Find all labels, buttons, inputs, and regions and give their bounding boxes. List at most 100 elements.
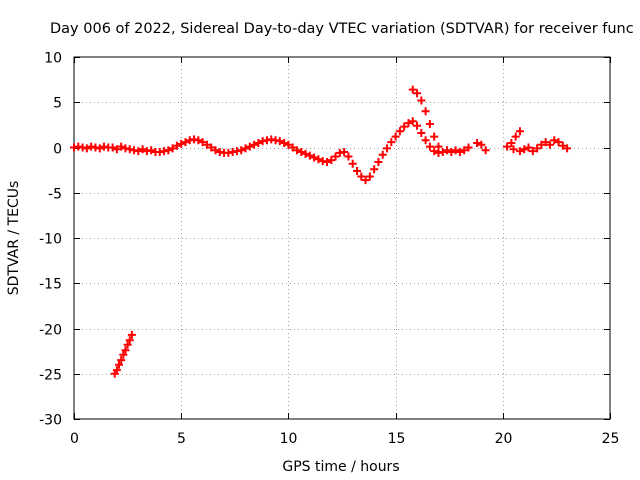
- y-tick-label: -15: [39, 277, 62, 293]
- data-point: [138, 145, 147, 154]
- data-point: [117, 142, 126, 151]
- data-point: [288, 143, 297, 152]
- data-point: [322, 157, 331, 166]
- data-point: [404, 119, 413, 128]
- data-point: [172, 141, 181, 150]
- data-point: [473, 138, 482, 147]
- data-point: [241, 144, 250, 153]
- y-tick-label: -10: [39, 232, 62, 248]
- data-point: [408, 117, 417, 126]
- x-tick-label: 15: [388, 431, 406, 447]
- data-point: [563, 144, 572, 153]
- data-point: [503, 142, 512, 151]
- data-point: [378, 150, 387, 159]
- y-axis-label: SDTVAR / TECUs: [6, 181, 22, 296]
- y-tick-label: 0: [53, 142, 62, 158]
- data-point: [554, 138, 563, 147]
- data-point: [117, 356, 126, 365]
- data-point: [127, 330, 136, 339]
- data-point: [515, 147, 524, 156]
- data-point: [430, 132, 439, 141]
- data-point: [301, 149, 310, 158]
- data-point: [82, 144, 91, 153]
- data-point: [194, 136, 203, 145]
- data-point: [425, 142, 434, 151]
- data-point: [395, 127, 404, 136]
- data-point: [202, 140, 211, 149]
- data-point: [421, 136, 430, 145]
- data-point: [413, 121, 422, 130]
- data-point: [408, 85, 417, 94]
- data-point: [168, 144, 177, 153]
- data-point: [545, 140, 554, 149]
- data-point: [211, 146, 220, 155]
- data-point: [123, 340, 132, 349]
- x-tick-label: 5: [177, 431, 186, 447]
- data-point: [413, 89, 422, 98]
- data-point: [447, 148, 456, 157]
- data-point: [520, 145, 529, 154]
- data-point: [460, 146, 469, 155]
- data-point: [245, 142, 254, 151]
- data-point: [511, 132, 520, 141]
- data-points: [70, 85, 572, 378]
- data-point: [164, 146, 173, 155]
- y-tick-label: -20: [39, 323, 62, 339]
- data-point: [509, 145, 518, 154]
- data-point: [112, 366, 121, 375]
- data-point: [348, 159, 357, 168]
- data-point: [365, 172, 374, 181]
- x-tick-label: 25: [602, 431, 620, 447]
- data-point: [119, 350, 128, 359]
- y-tick-labels: 10 5 0 -5 -10 -15 -20 -25 -30: [39, 51, 62, 429]
- x-tick-label: 10: [280, 431, 298, 447]
- data-point: [310, 153, 319, 162]
- data-point: [250, 140, 259, 149]
- data-point: [207, 143, 216, 152]
- data-point: [353, 167, 362, 176]
- data-point: [443, 146, 452, 155]
- data-point: [108, 143, 117, 152]
- data-point: [550, 136, 559, 145]
- data-point: [515, 127, 524, 136]
- data-point: [292, 146, 301, 155]
- data-point: [383, 144, 392, 153]
- data-point: [344, 152, 353, 161]
- data-point: [434, 142, 443, 151]
- data-point: [254, 138, 263, 147]
- data-point: [280, 138, 289, 147]
- data-point: [533, 144, 542, 153]
- data-point: [112, 145, 121, 154]
- data-point: [237, 146, 246, 155]
- data-point: [361, 176, 370, 185]
- data-point: [327, 156, 336, 165]
- data-point: [421, 107, 430, 116]
- data-point: [481, 146, 490, 155]
- y-tick-label: -5: [48, 187, 62, 203]
- y-tick-label: -25: [39, 368, 62, 384]
- data-point: [121, 346, 130, 355]
- data-point: [177, 139, 186, 148]
- grid-lines: [74, 57, 610, 419]
- data-point: [275, 137, 284, 146]
- data-point: [134, 147, 143, 156]
- data-point: [115, 360, 124, 369]
- x-tick-labels: 0 5 10 15 20 25: [70, 431, 619, 447]
- data-point: [558, 141, 567, 150]
- data-point: [284, 140, 293, 149]
- data-point: [537, 140, 546, 149]
- data-point: [95, 144, 104, 153]
- data-point: [438, 148, 447, 157]
- y-tick-label: -30: [39, 413, 62, 429]
- data-point: [430, 147, 439, 156]
- data-point: [125, 336, 134, 345]
- data-point: [451, 146, 460, 155]
- data-point: [417, 129, 426, 138]
- data-point: [331, 152, 340, 161]
- x-tick-label: 20: [495, 431, 513, 447]
- y-tick-label: 5: [53, 96, 62, 112]
- data-point: [370, 165, 379, 174]
- data-point: [425, 119, 434, 128]
- data-point: [400, 122, 409, 131]
- data-point: [528, 147, 537, 156]
